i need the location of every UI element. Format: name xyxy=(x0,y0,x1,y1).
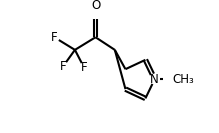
Text: CH₃: CH₃ xyxy=(172,73,194,86)
Text: O: O xyxy=(91,0,100,12)
Text: F: F xyxy=(60,60,66,73)
Text: F: F xyxy=(51,31,58,44)
Text: F: F xyxy=(81,61,88,74)
Text: N: N xyxy=(150,73,159,86)
